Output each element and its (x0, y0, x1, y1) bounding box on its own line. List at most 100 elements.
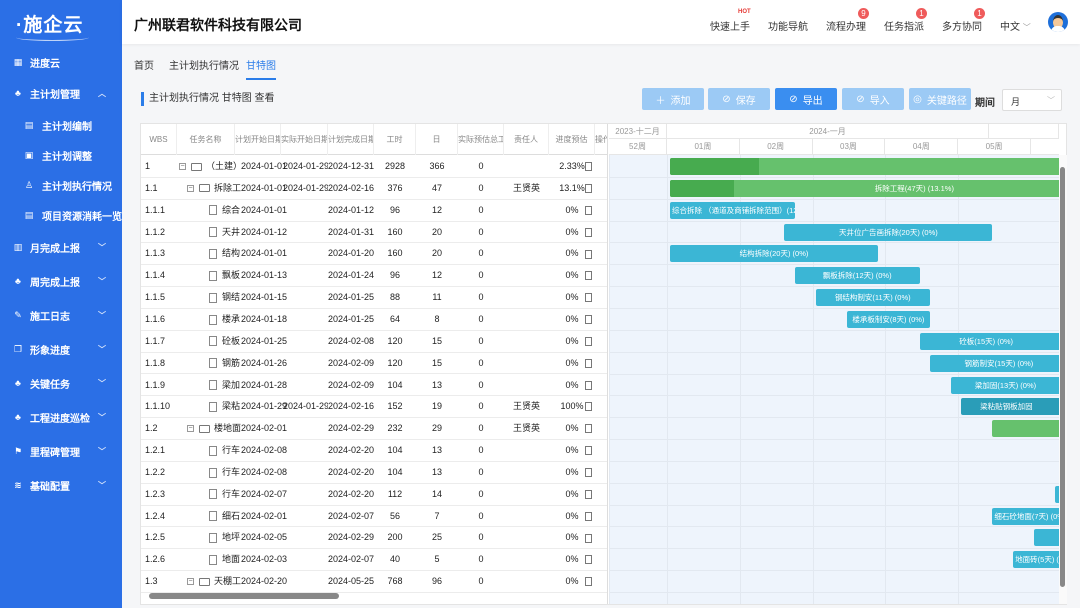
gantt-bar[interactable]: 钢结构制安(11天) (0%) (815, 289, 930, 307)
header-nav-item[interactable]: 流程办理 9 (826, 8, 869, 33)
table-row[interactable]: 1 − （土建）I 2024-01-01 2024-01-29 2024-12-31 292… (141, 156, 607, 178)
sidebar-item[interactable]: ▣ 主计划调整 (0, 140, 122, 170)
column-header[interactable]: 工时 (374, 124, 416, 155)
table-row[interactable]: 1.1.3 结构 2024-01-01 2024-01-20 160 20 0 0% (141, 243, 607, 266)
gantt-bar[interactable] (670, 158, 1059, 175)
document-icon[interactable] (584, 249, 592, 259)
table-row[interactable]: 1.3 − 天棚工 2024-02-20 2024-05-25 768 96 0 0% (141, 571, 607, 593)
tab-gantt[interactable]: 甘特图 (246, 57, 276, 80)
column-header[interactable]: 日 (416, 124, 458, 155)
gantt-bar[interactable]: 地面砖(5天) (0%) (1013, 551, 1059, 569)
document-icon[interactable] (584, 358, 592, 368)
document-icon[interactable] (584, 533, 592, 543)
table-row[interactable]: 1.1.2 天井 2024-01-12 2024-01-31 160 20 0 0% (141, 222, 607, 244)
gantt-bar[interactable]: 天井位广告画拆除(20天) (0%) (784, 223, 993, 241)
gantt-bar[interactable] (992, 420, 1059, 438)
table-row[interactable]: 1.2.2 行车 2024-02-08 2024-02-20 104 13 0 0% (141, 462, 607, 484)
table-row[interactable]: 1.2.6 地面 2024-02-03 2024-02-07 40 5 0 0% (141, 549, 607, 572)
document-icon[interactable] (584, 315, 592, 325)
gantt-bar[interactable] (1034, 529, 1059, 547)
import-button[interactable]: ⊘ 导入 (842, 88, 904, 110)
column-header[interactable]: 操作 (595, 124, 607, 155)
export-button[interactable]: ⊘ 导出 (775, 88, 837, 110)
document-icon[interactable] (584, 511, 592, 521)
save-button[interactable]: ⊘ 保存 (708, 88, 770, 110)
column-header[interactable]: 责任人 (504, 124, 549, 155)
gantt-bar[interactable]: 细石砼地面(7天) (0%) (992, 507, 1059, 525)
sidebar-item[interactable]: ♙ 主计划执行情况 (0, 170, 122, 200)
column-header[interactable]: WBS (141, 124, 177, 155)
add-button[interactable]: ＋ 添加 (642, 88, 704, 110)
table-row[interactable]: 1.1.8 钢筋 2024-01-26 2024-02-09 120 15 0 0% (141, 353, 607, 375)
sidebar-item[interactable]: ♣ 周完成上报 ﹀ (0, 266, 122, 296)
gantt-bar[interactable]: 梁粘贴钢板加固 (961, 398, 1059, 416)
document-icon[interactable] (584, 293, 592, 303)
gantt-bar[interactable] (1054, 485, 1059, 503)
sidebar-item[interactable]: ♣ 关键任务 ﹀ (0, 368, 122, 398)
document-icon[interactable] (584, 183, 592, 193)
gantt-bar[interactable]: 钢筋制安(15天) (0%) (930, 354, 1059, 372)
document-icon[interactable] (584, 205, 592, 215)
gantt-bar[interactable]: 结构拆除(20天) (0%) (670, 245, 878, 263)
document-icon[interactable] (584, 468, 592, 478)
sidebar-item[interactable]: ▥ 月完成上报 ﹀ (0, 232, 122, 262)
gantt-bar[interactable]: 梁加固(13天) (0%) (950, 376, 1059, 394)
horizontal-scrollbar[interactable] (149, 593, 339, 599)
document-icon[interactable] (584, 380, 592, 390)
gantt-bar[interactable]: 砼板(15天) (0%) (919, 332, 1059, 350)
sidebar-item[interactable]: ❐ 形象进度 ﹀ (0, 334, 122, 364)
sidebar-item[interactable]: ▦ 进度云 (0, 47, 122, 77)
document-icon[interactable] (584, 336, 592, 346)
sidebar-item[interactable]: ▤ 主计划编制 (0, 110, 122, 140)
gantt-bar[interactable]: 楼承板制安(8天) (0%) (846, 310, 930, 328)
document-icon[interactable] (584, 446, 592, 456)
table-row[interactable]: 1.1.7 砼板 2024-01-25 2024-02-08 120 15 0 0% (141, 331, 607, 353)
document-icon[interactable] (584, 424, 592, 434)
sidebar-item[interactable]: ♣ 主计划管理 ︿ (0, 78, 122, 108)
table-row[interactable]: 1.1.5 钢结 2024-01-15 2024-01-25 88 11 0 0% (141, 287, 607, 309)
column-header[interactable]: 进度预估 (549, 124, 595, 155)
collapse-toggle-icon[interactable]: − (187, 184, 194, 192)
language-select[interactable]: 中文 ﹀ (1000, 18, 1031, 33)
table-row[interactable]: 1.2.3 行车 2024-02-07 2024-02-20 112 14 0 0% (141, 484, 607, 506)
table-row[interactable]: 1.2 − 楼地面. 2024-02-01 2024-02-29 232 29 0 王贤英 0% (141, 418, 607, 441)
tab-home[interactable]: 首页 (134, 61, 154, 72)
avatar[interactable] (1048, 12, 1068, 32)
sidebar-item[interactable]: ≋ 基础配置 ﹀ (0, 470, 122, 500)
sidebar-item[interactable]: ▤ 项目资源消耗一览 (0, 200, 122, 230)
table-row[interactable]: 1.1.10 梁粘 2024-01-29 2024-01-29 2024-02-16 15… (141, 396, 607, 419)
header-nav-item[interactable]: 任务指派 1 (884, 8, 927, 33)
table-row[interactable]: 1.1.4 飘板 2024-01-13 2024-01-24 96 12 0 0% (141, 265, 607, 288)
header-nav-item[interactable]: 功能导航 (768, 18, 808, 33)
column-header[interactable]: 任务名称 (177, 124, 235, 155)
sidebar-item[interactable]: ♣ 工程进度巡检 ﹀ (0, 402, 122, 432)
gantt-bar[interactable]: 飘板拆除(12天) (0%) (794, 267, 920, 285)
document-icon[interactable] (584, 489, 592, 499)
table-row[interactable]: 1.2.5 地坪 2024-02-05 2024-02-29 200 25 0 0% (141, 527, 607, 550)
table-row[interactable]: 1.1.6 楼承 2024-01-18 2024-01-25 64 8 0 0% (141, 309, 607, 331)
column-header[interactable]: 计划完成日期 (328, 124, 374, 155)
collapse-toggle-icon[interactable]: − (179, 163, 186, 171)
document-icon[interactable] (584, 227, 592, 237)
header-nav-item[interactable]: 快速上手 HOT (710, 9, 751, 33)
table-row[interactable]: 1.1.9 梁加 2024-01-28 2024-02-09 104 13 0 0% (141, 375, 607, 397)
scrollbar-thumb[interactable] (1060, 167, 1065, 587)
document-icon[interactable] (584, 271, 592, 281)
table-row[interactable]: 1.1 − 拆除工 2024-01-01 2024-01-29 2024-02-16 376… (141, 178, 607, 200)
column-header[interactable]: 计划开始日期 (235, 124, 281, 155)
vertical-scrollbar[interactable] (1059, 155, 1067, 604)
sidebar-item[interactable]: ⚑ 里程碑管理 ﹀ (0, 436, 122, 466)
gantt-bar[interactable]: 拆除工程(47天) (13.1%) (670, 179, 1059, 197)
document-icon[interactable] (584, 162, 592, 172)
table-row[interactable]: 1.1.1 综合 2024-01-01 2024-01-12 96 12 0 0% (141, 200, 607, 222)
collapse-toggle-icon[interactable]: − (187, 425, 194, 433)
column-header[interactable]: 实际开始日期 (281, 124, 328, 155)
column-header[interactable]: 实际预估总工 (458, 124, 504, 155)
sidebar-item[interactable]: ✎ 施工日志 ﹀ (0, 300, 122, 330)
table-row[interactable]: 1.2.1 行车 2024-02-08 2024-02-20 104 13 0 0% (141, 440, 607, 462)
document-icon[interactable] (584, 577, 592, 587)
table-row[interactable]: 1.2.4 细石 2024-02-01 2024-02-07 56 7 0 0% (141, 506, 607, 528)
tab-plan-execution[interactable]: 主计划执行情况 (169, 61, 239, 72)
header-nav-item[interactable]: 多方协同 1 (942, 8, 985, 33)
period-select[interactable]: 月 ﹀ (1002, 89, 1062, 111)
